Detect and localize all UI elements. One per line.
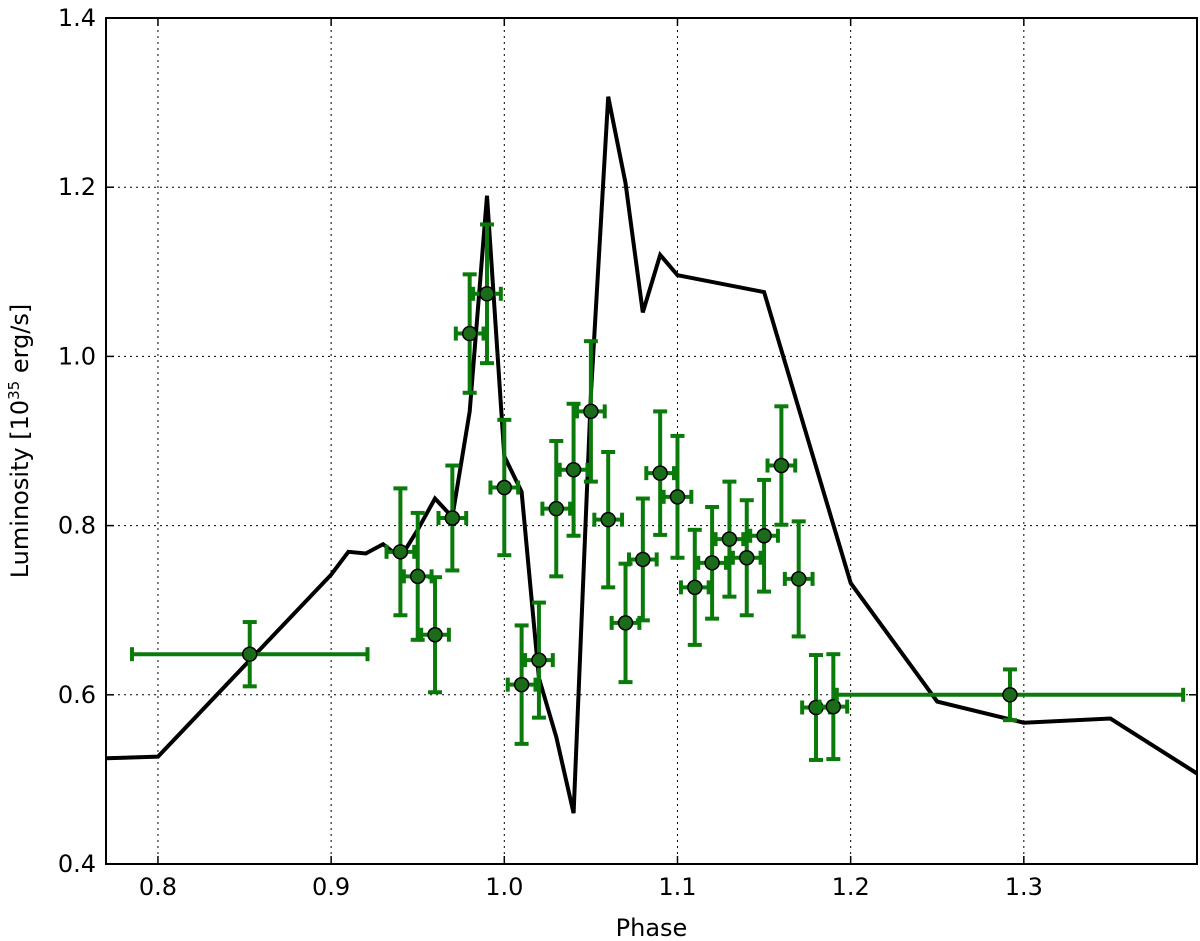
x-tick-label: 0.8	[139, 873, 177, 901]
y-tick-label: 1.0	[58, 342, 96, 370]
x-tick-label: 0.9	[312, 873, 350, 901]
data-marker	[583, 403, 599, 420]
data-point	[730, 498, 763, 618]
data-marker	[773, 457, 790, 474]
data-marker	[652, 465, 668, 481]
data-marker	[669, 489, 686, 505]
data-marker	[565, 462, 582, 478]
plot-frame	[105, 17, 1198, 865]
data-marker	[617, 615, 634, 631]
data-marker	[531, 652, 547, 668]
data-marker	[738, 549, 755, 566]
data-marker	[1002, 687, 1018, 703]
data-point	[626, 496, 659, 623]
data-marker	[790, 571, 807, 587]
y-tick-label: 0.4	[58, 850, 96, 878]
data-point	[782, 519, 815, 639]
data-point	[800, 653, 832, 762]
x-tick-label: 1.2	[832, 873, 870, 901]
data-point	[575, 339, 607, 484]
data-point	[748, 477, 780, 594]
y-tick-label: 1.2	[58, 173, 96, 201]
data-point	[765, 404, 798, 527]
data-marker	[825, 698, 842, 715]
y-tick-label: 1.4	[58, 4, 96, 32]
data-point	[401, 510, 434, 642]
data-marker	[479, 286, 495, 302]
data-marker	[704, 555, 720, 571]
data-marker	[687, 579, 703, 596]
data-point	[817, 652, 850, 762]
data-marker	[600, 511, 616, 528]
x-tick-label: 1.3	[1005, 873, 1043, 901]
y-axis-label-unit: erg/s]	[6, 304, 34, 381]
data-point	[592, 449, 625, 590]
data-point	[557, 401, 590, 538]
data-marker	[756, 528, 772, 544]
y-tick-label: 0.6	[58, 681, 96, 709]
data-point	[661, 433, 694, 560]
data-point	[644, 409, 677, 537]
data-point	[523, 600, 555, 720]
data-point	[471, 222, 503, 366]
data-point	[129, 620, 370, 689]
data-point	[384, 486, 417, 618]
data-marker	[409, 568, 426, 585]
y-axis-label-main: Luminosity [10	[6, 400, 34, 578]
data-marker	[496, 479, 513, 496]
x-tick-label: 1.0	[485, 873, 523, 901]
data-point	[488, 417, 521, 558]
y-tick-label: 0.8	[58, 512, 96, 540]
data-marker	[392, 544, 409, 560]
data-point	[505, 623, 538, 746]
data-marker	[444, 510, 461, 526]
data-marker	[241, 646, 258, 662]
data-points-layer	[129, 222, 1186, 762]
data-point	[419, 575, 451, 695]
y-axis-label-exponent: 35	[5, 381, 23, 400]
data-point	[696, 504, 728, 621]
data-marker	[513, 676, 530, 693]
data-point	[540, 439, 573, 579]
data-marker	[461, 325, 478, 342]
x-tick-label: 1.1	[658, 873, 696, 901]
data-point	[453, 272, 486, 395]
data-point	[436, 463, 469, 573]
data-marker	[427, 626, 443, 643]
data-point	[678, 527, 711, 647]
ticks: 0.8 0.9 1.0 1.1 1.2 1.3 0.4 0.6 0.8 1.0 1.2 1.4	[58, 4, 1197, 901]
y-axis-label: Luminosity [1035 erg/s]	[5, 304, 34, 579]
x-axis-label: Phase	[616, 914, 688, 941]
data-marker	[548, 500, 565, 517]
data-point	[834, 667, 1186, 723]
data-point	[713, 479, 746, 599]
data-marker	[721, 531, 738, 547]
data-marker	[635, 551, 651, 568]
